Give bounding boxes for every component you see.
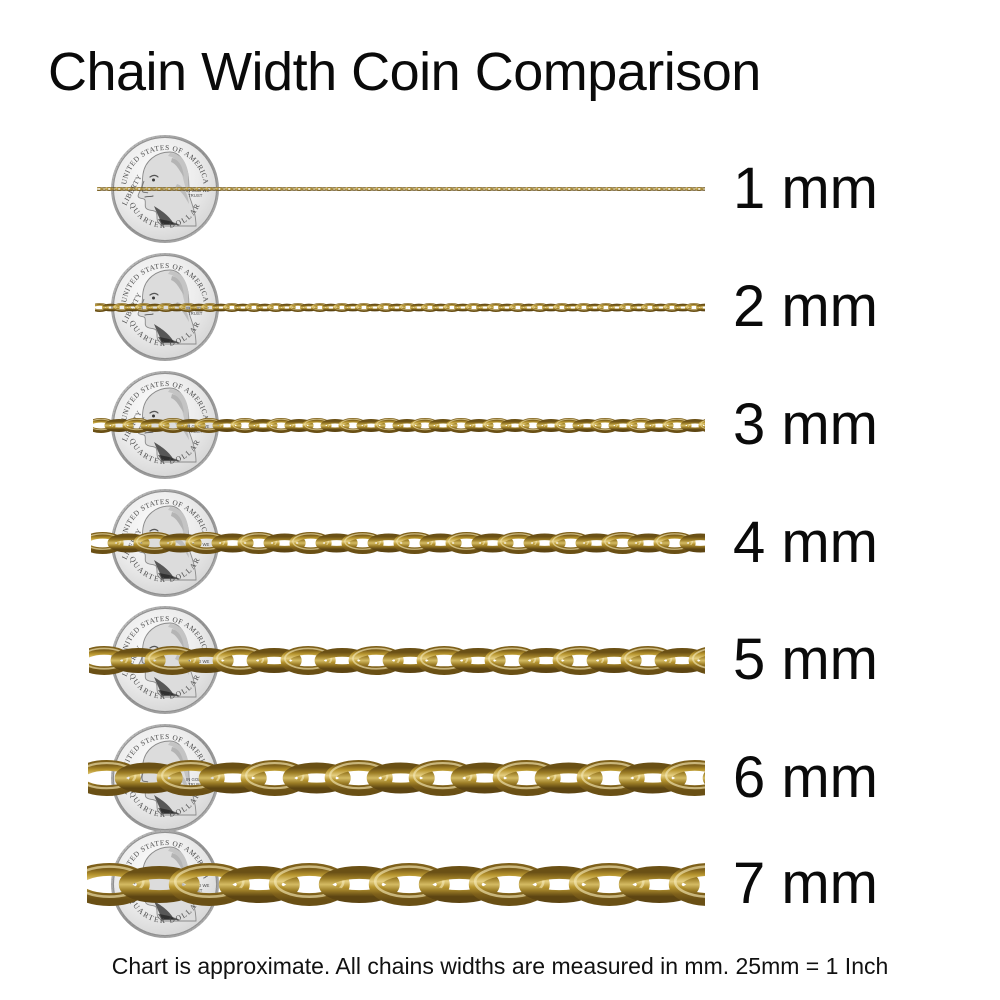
svg-text:TRUST: TRUST [188,429,203,434]
svg-text:·: · [196,675,198,681]
gold-chain-sample [89,643,705,678]
chain-row: UNITED STATES OF AMERICA QUARTER DOLLAR … [0,601,1000,719]
svg-text:TRUST: TRUST [188,311,203,316]
svg-text:·: · [196,558,198,564]
chain-width-label: 2 mm [733,274,878,339]
svg-text:TRUST: TRUST [188,193,203,198]
gold-chain-sample [97,184,705,194]
svg-text:·: · [196,204,198,210]
gold-chain-sample [87,860,705,909]
chain-width-label: 6 mm [733,745,878,810]
chain-width-label: 1 mm [733,156,878,221]
chain-width-label: 5 mm [733,627,878,692]
chain-width-label: 3 mm [733,392,878,457]
gold-chain-sample [88,757,705,799]
svg-text:·: · [196,322,198,328]
chain-row: UNITED STATES OF AMERICA QUARTER DOLLAR … [0,719,1000,837]
page-title: Chain Width Coin Comparison [48,42,761,102]
quarter-coin-icon: UNITED STATES OF AMERICA QUARTER DOLLAR … [110,134,220,244]
svg-text:·: · [196,793,198,799]
chain-width-label: 4 mm [733,510,878,575]
quarter-coin-icon: UNITED STATES OF AMERICA QUARTER DOLLAR … [110,829,220,939]
chain-row: UNITED STATES OF AMERICA QUARTER DOLLAR … [0,484,1000,602]
svg-text:IN GOD WE: IN GOD WE [186,777,210,782]
gold-chain-sample [93,415,705,436]
chain-width-label: 7 mm [733,851,878,916]
svg-text:TRUST: TRUST [188,782,203,787]
footer-note: Chart is approximate. All chains widths … [111,953,889,979]
chain-row: UNITED STATES OF AMERICA QUARTER DOLLAR … [0,130,1000,248]
gold-chain-sample [95,300,705,315]
quarter-coin-icon: UNITED STATES OF AMERICA QUARTER DOLLAR … [110,252,220,362]
chain-row: UNITED STATES OF AMERICA QUARTER DOLLAR … [0,825,1000,943]
svg-text:·: · [196,440,198,446]
chain-row: UNITED STATES OF AMERICA QUARTER DOLLAR … [0,366,1000,484]
gold-chain-sample [91,529,705,557]
chain-row: UNITED STATES OF AMERICA QUARTER DOLLAR … [0,248,1000,366]
